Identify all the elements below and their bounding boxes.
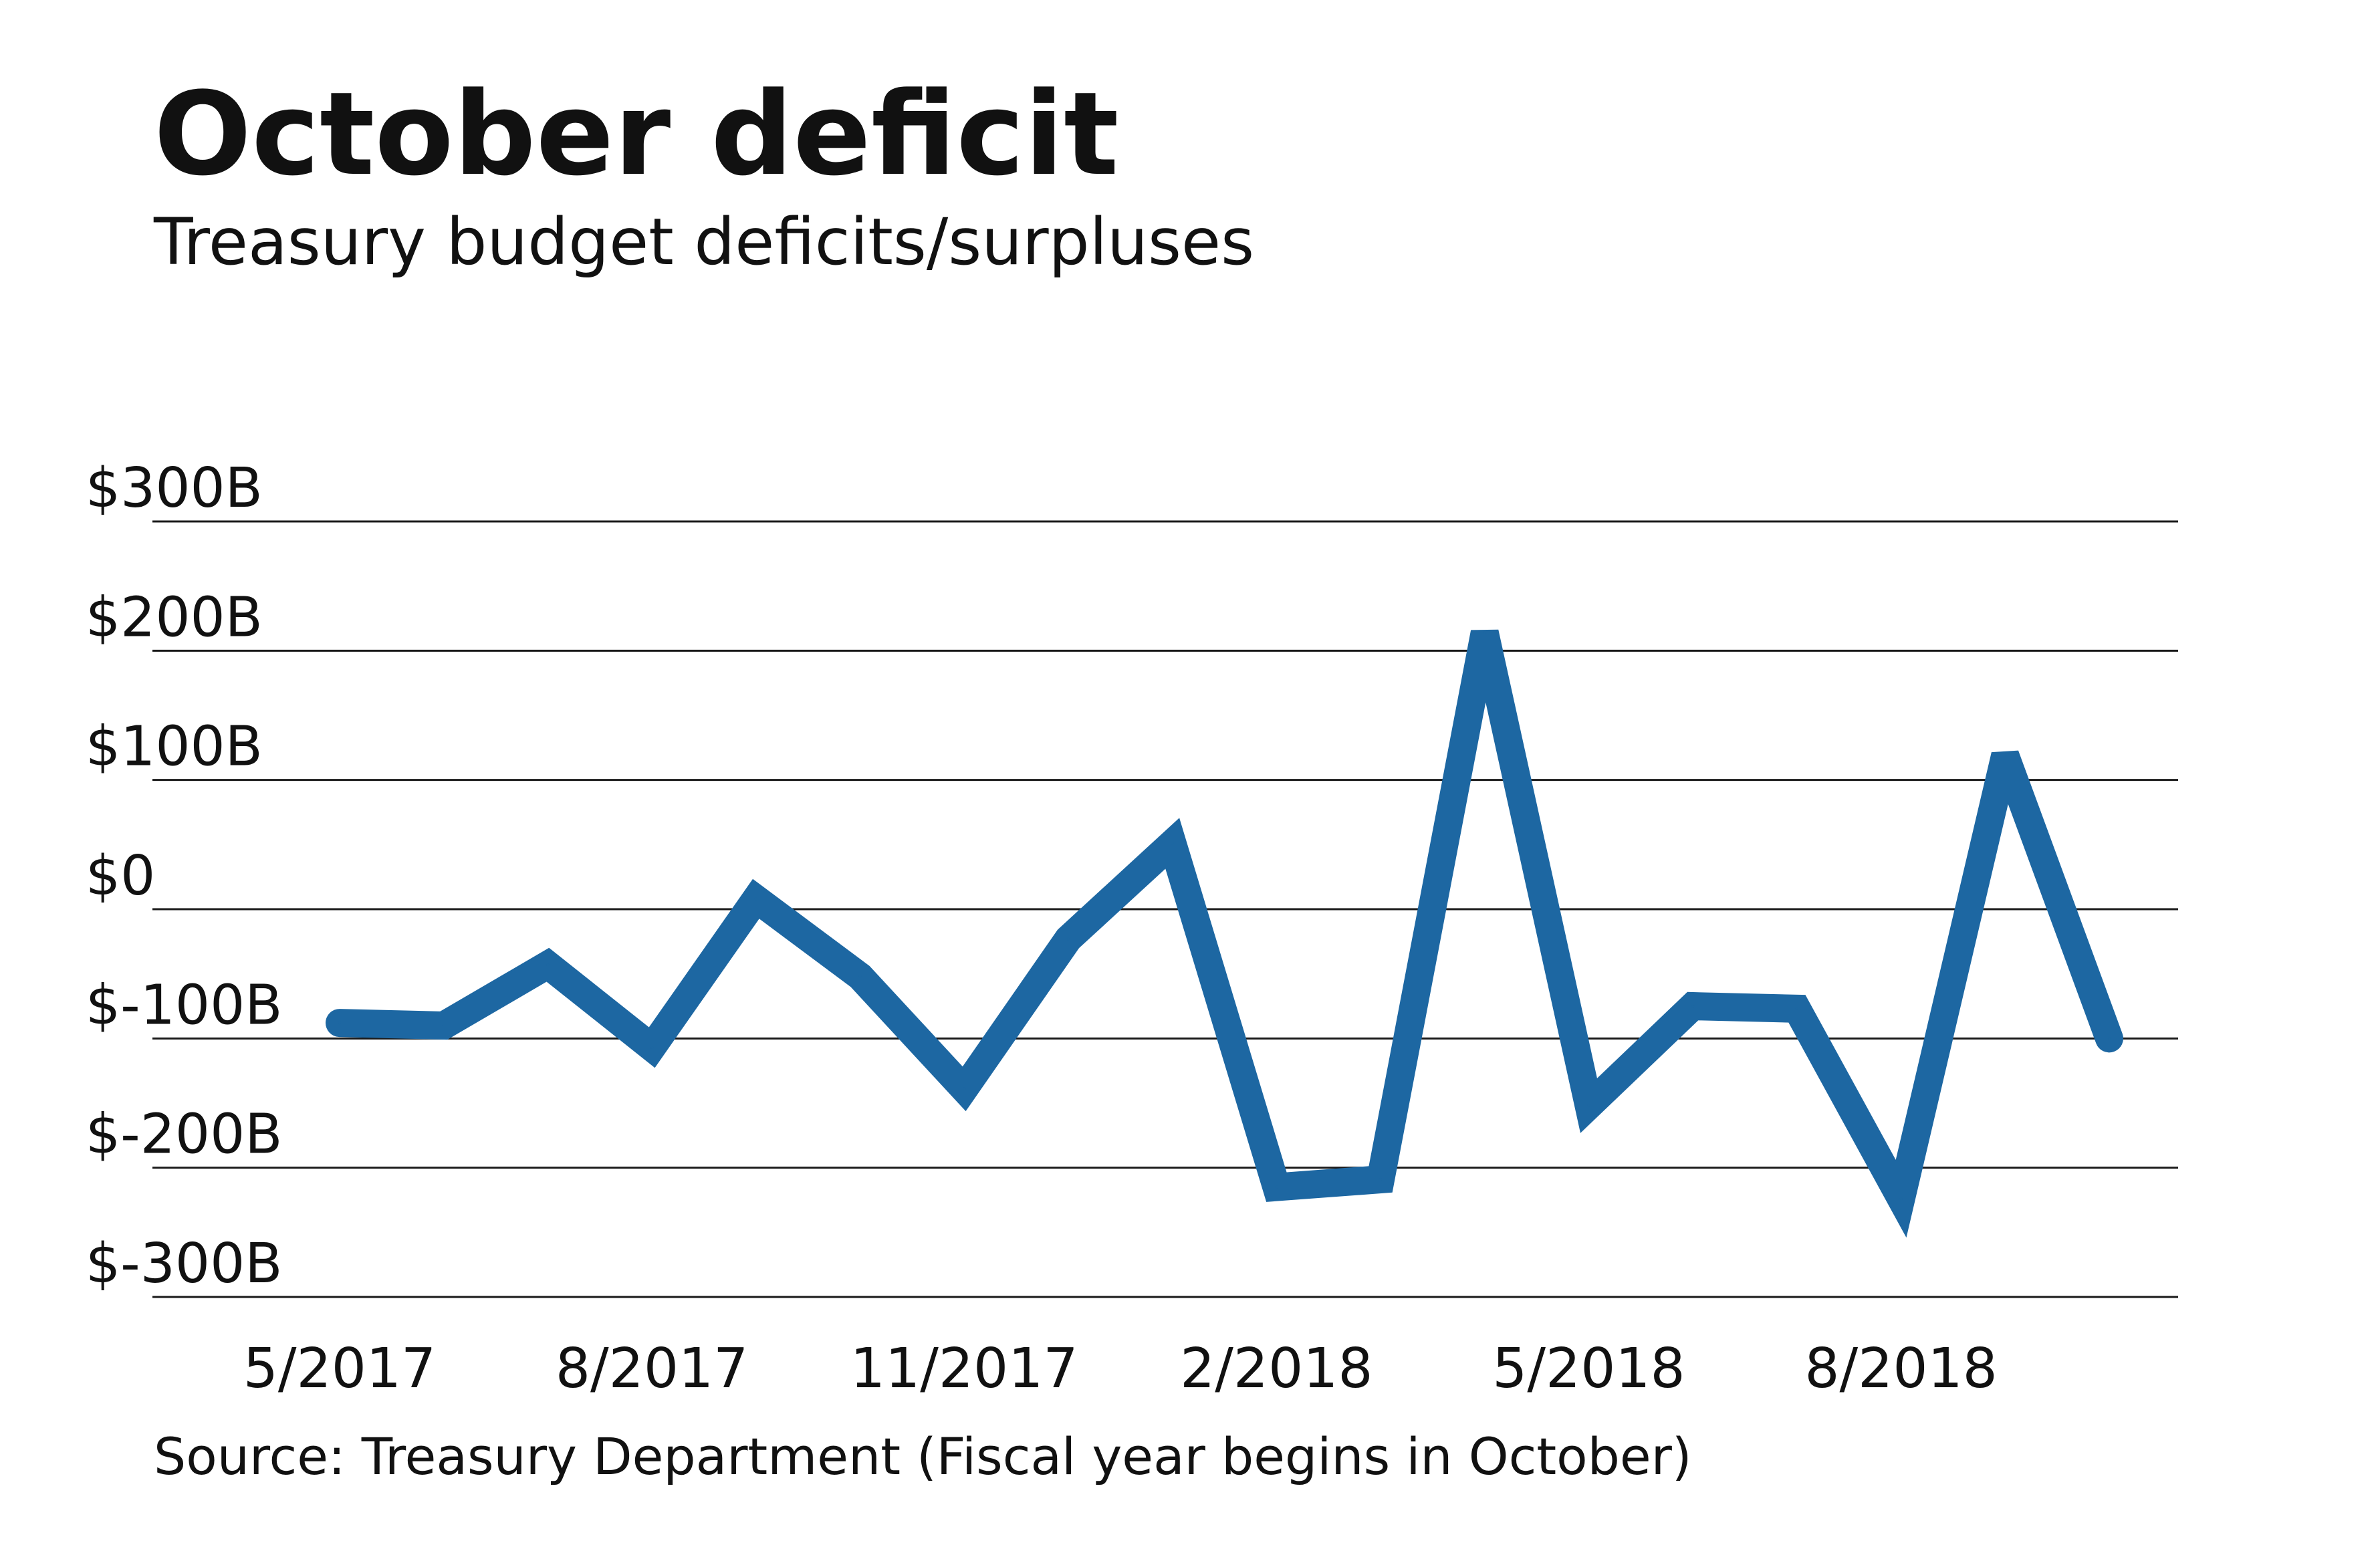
data-point xyxy=(1899,1197,1903,1201)
y-tick-label: $0 xyxy=(86,844,155,908)
y-axis-tick-labels: $300B $200B $100B $0 $-100B $-200B $-300B xyxy=(86,457,283,1296)
y-tick-label: $300B xyxy=(86,457,263,520)
y-tick-label: $100B xyxy=(86,715,263,779)
x-tick-label: 8/2018 xyxy=(1804,1337,1997,1401)
data-point xyxy=(1483,631,1486,634)
data-point xyxy=(1066,937,1070,941)
data-point xyxy=(338,1022,341,1025)
x-tick-label: 5/2017 xyxy=(243,1337,436,1401)
y-tick-label: $-200B xyxy=(86,1103,283,1167)
chart-subtitle: Treasury budget deficits/surpluses xyxy=(153,205,1254,279)
source-note: Source: Treasury Department (Fiscal year… xyxy=(154,1427,1692,1486)
data-point xyxy=(2108,1037,2111,1040)
x-axis-tick-labels: 5/2017 8/2017 11/2017 2/2018 5/2018 8/2018 xyxy=(243,1337,1998,1401)
x-tick-label: 5/2018 xyxy=(1492,1337,1685,1401)
x-tick-label: 8/2017 xyxy=(556,1337,748,1401)
x-tick-label: 2/2018 xyxy=(1180,1337,1373,1401)
data-point xyxy=(2004,753,2007,757)
y-tick-label: $-300B xyxy=(86,1232,283,1296)
data-point xyxy=(546,963,550,967)
x-tick-label: 11/2017 xyxy=(850,1337,1078,1401)
data-point xyxy=(1691,1005,1695,1007)
grid-lines xyxy=(152,520,2178,1298)
data-point xyxy=(1379,1178,1383,1181)
data-point xyxy=(1587,1104,1590,1107)
data-point xyxy=(1795,1007,1798,1010)
series-line xyxy=(326,629,2123,1238)
data-point xyxy=(963,1087,966,1090)
data-point xyxy=(858,975,862,978)
data-point xyxy=(1171,842,1174,845)
data-point xyxy=(754,897,757,901)
series-layer xyxy=(326,629,2123,1238)
y-tick-label: $200B xyxy=(86,586,263,649)
chart-title: October deficit xyxy=(154,67,1118,201)
data-point xyxy=(442,1024,445,1027)
data-point xyxy=(650,1046,654,1049)
y-tick-label: $-100B xyxy=(86,973,283,1037)
data-point xyxy=(1275,1185,1278,1189)
